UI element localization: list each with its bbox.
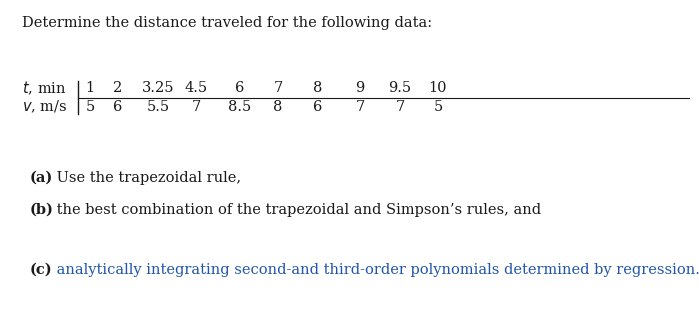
Text: 6: 6: [113, 100, 123, 114]
Text: 3.25: 3.25: [142, 81, 174, 95]
Text: 6: 6: [313, 100, 323, 114]
Text: 9.5: 9.5: [389, 81, 412, 95]
Text: 8: 8: [273, 100, 282, 114]
Text: (c): (c): [30, 263, 52, 277]
Text: 5: 5: [433, 100, 442, 114]
Text: 7: 7: [273, 81, 282, 95]
Text: (b): (b): [30, 203, 54, 217]
Text: 5: 5: [85, 100, 94, 114]
Text: 7: 7: [396, 100, 405, 114]
Text: Use the trapezoidal rule,: Use the trapezoidal rule,: [52, 171, 241, 185]
Text: $v$, m/s: $v$, m/s: [22, 99, 68, 115]
Text: 8: 8: [313, 81, 323, 95]
Text: 7: 7: [192, 100, 201, 114]
Text: 9: 9: [355, 81, 365, 95]
Text: 4.5: 4.5: [185, 81, 208, 95]
Text: 8.5: 8.5: [229, 100, 252, 114]
Text: the best combination of the trapezoidal and Simpson’s rules, and: the best combination of the trapezoidal …: [52, 203, 541, 217]
Text: 7: 7: [355, 100, 365, 114]
Text: 6: 6: [236, 81, 245, 95]
Text: (a): (a): [30, 171, 53, 185]
Text: 10: 10: [428, 81, 447, 95]
Text: 1: 1: [85, 81, 94, 95]
Text: 5.5: 5.5: [146, 100, 170, 114]
Text: $t$, min: $t$, min: [22, 79, 66, 97]
Text: Determine the distance traveled for the following data:: Determine the distance traveled for the …: [22, 16, 432, 30]
Text: analytically integrating second-and third-order polynomials determined by regres: analytically integrating second-and thir…: [52, 263, 699, 277]
Text: 2: 2: [113, 81, 122, 95]
